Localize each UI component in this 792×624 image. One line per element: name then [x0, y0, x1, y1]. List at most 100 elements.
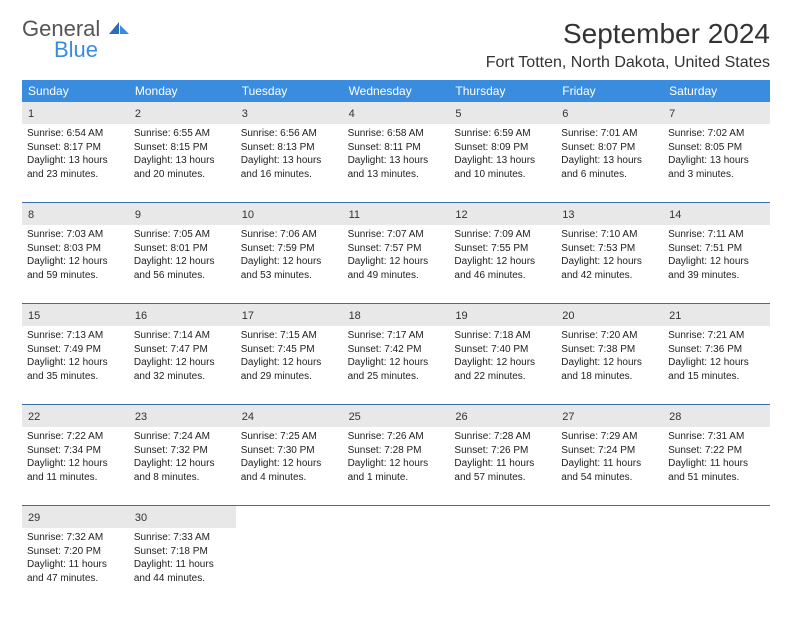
weekday-header-row: SundayMondayTuesdayWednesdayThursdayFrid…	[22, 80, 770, 102]
sunrise-text: Sunrise: 7:32 AM	[27, 531, 124, 545]
daylight-text: Daylight: 12 hours	[668, 356, 765, 370]
sunset-text: Sunset: 8:13 PM	[241, 141, 338, 155]
day-number-cell: 23	[129, 405, 236, 427]
daylight-text: Daylight: 12 hours	[27, 255, 124, 269]
sunset-text: Sunset: 8:03 PM	[27, 242, 124, 256]
daylight-text: Daylight: 12 hours	[27, 457, 124, 471]
day-number: 10	[242, 209, 254, 221]
day-number-cell: 21	[663, 304, 770, 326]
day-cell: Sunrise: 7:01 AMSunset: 8:07 PMDaylight:…	[556, 124, 663, 202]
day-number-cell: 28	[663, 405, 770, 427]
sunrise-text: Sunrise: 7:22 AM	[27, 430, 124, 444]
day-number-cell: 5	[449, 102, 556, 124]
sunrise-text: Sunrise: 7:31 AM	[668, 430, 765, 444]
day-number: 23	[135, 411, 147, 423]
daylight-text: Daylight: 12 hours	[561, 255, 658, 269]
weekday-header-cell: Saturday	[663, 80, 770, 102]
day-cell: Sunrise: 7:18 AMSunset: 7:40 PMDaylight:…	[449, 326, 556, 404]
sunrise-text: Sunrise: 7:13 AM	[27, 329, 124, 343]
daylight-text: Daylight: 12 hours	[668, 255, 765, 269]
day-number-cell: 3	[236, 102, 343, 124]
day-number: 2	[135, 108, 141, 120]
week-row: Sunrise: 7:22 AMSunset: 7:34 PMDaylight:…	[22, 427, 770, 506]
day-cell: Sunrise: 7:10 AMSunset: 7:53 PMDaylight:…	[556, 225, 663, 303]
daylight-text: Daylight: 12 hours	[348, 356, 445, 370]
day-cell: Sunrise: 7:25 AMSunset: 7:30 PMDaylight:…	[236, 427, 343, 505]
sunset-text: Sunset: 7:36 PM	[668, 343, 765, 357]
day-number: 17	[242, 310, 254, 322]
day-number-cell: 29	[22, 506, 129, 528]
daylight-text: and 8 minutes.	[134, 471, 231, 485]
day-number: 16	[135, 310, 147, 322]
sunrise-text: Sunrise: 7:05 AM	[134, 228, 231, 242]
sunset-text: Sunset: 7:30 PM	[241, 444, 338, 458]
daylight-text: and 25 minutes.	[348, 370, 445, 384]
day-number-cell: 6	[556, 102, 663, 124]
daylight-text: and 35 minutes.	[27, 370, 124, 384]
daylight-text: and 4 minutes.	[241, 471, 338, 485]
day-number-cell: 27	[556, 405, 663, 427]
day-cell	[556, 528, 663, 606]
sunset-text: Sunset: 7:22 PM	[668, 444, 765, 458]
day-cell: Sunrise: 6:56 AMSunset: 8:13 PMDaylight:…	[236, 124, 343, 202]
sunrise-text: Sunrise: 7:25 AM	[241, 430, 338, 444]
sunrise-text: Sunrise: 7:06 AM	[241, 228, 338, 242]
daylight-text: and 18 minutes.	[561, 370, 658, 384]
day-number: 5	[455, 108, 461, 120]
header: General Blue September 2024 Fort Totten,…	[22, 18, 770, 72]
day-cell: Sunrise: 6:55 AMSunset: 8:15 PMDaylight:…	[129, 124, 236, 202]
day-cell: Sunrise: 7:13 AMSunset: 7:49 PMDaylight:…	[22, 326, 129, 404]
daylight-text: Daylight: 11 hours	[561, 457, 658, 471]
sunset-text: Sunset: 8:01 PM	[134, 242, 231, 256]
sunrise-text: Sunrise: 6:55 AM	[134, 127, 231, 141]
sunrise-text: Sunrise: 7:07 AM	[348, 228, 445, 242]
day-number-cell: 15	[22, 304, 129, 326]
daylight-text: and 3 minutes.	[668, 168, 765, 182]
day-number: 11	[349, 209, 360, 221]
day-number: 6	[562, 108, 568, 120]
day-number-cell: 9	[129, 203, 236, 225]
daylight-text: and 13 minutes.	[348, 168, 445, 182]
daylight-text: and 32 minutes.	[134, 370, 231, 384]
sunset-text: Sunset: 7:57 PM	[348, 242, 445, 256]
daylight-text: and 29 minutes.	[241, 370, 338, 384]
day-cell: Sunrise: 7:14 AMSunset: 7:47 PMDaylight:…	[129, 326, 236, 404]
sunrise-text: Sunrise: 7:28 AM	[454, 430, 551, 444]
day-number: 15	[28, 310, 40, 322]
day-number-cell	[343, 506, 450, 528]
sunrise-text: Sunrise: 6:59 AM	[454, 127, 551, 141]
daylight-text: and 6 minutes.	[561, 168, 658, 182]
daylight-text: Daylight: 12 hours	[454, 356, 551, 370]
daylight-text: Daylight: 12 hours	[134, 457, 231, 471]
calendar-grid: SundayMondayTuesdayWednesdayThursdayFrid…	[22, 80, 770, 606]
daylight-text: Daylight: 13 hours	[27, 154, 124, 168]
daylight-text: Daylight: 12 hours	[454, 255, 551, 269]
day-number: 25	[349, 411, 361, 423]
day-number-row: 15161718192021	[22, 304, 770, 326]
weekday-header-cell: Tuesday	[236, 80, 343, 102]
daylight-text: and 20 minutes.	[134, 168, 231, 182]
logo-text-blue: Blue	[54, 39, 131, 61]
daylight-text: and 56 minutes.	[134, 269, 231, 283]
daylight-text: Daylight: 12 hours	[241, 457, 338, 471]
day-number: 12	[455, 209, 467, 221]
day-cell: Sunrise: 7:22 AMSunset: 7:34 PMDaylight:…	[22, 427, 129, 505]
day-number-row: 2930	[22, 506, 770, 528]
day-cell	[449, 528, 556, 606]
sunset-text: Sunset: 7:26 PM	[454, 444, 551, 458]
sunrise-text: Sunrise: 7:20 AM	[561, 329, 658, 343]
day-cell: Sunrise: 7:02 AMSunset: 8:05 PMDaylight:…	[663, 124, 770, 202]
daylight-text: Daylight: 11 hours	[27, 558, 124, 572]
day-number-cell: 13	[556, 203, 663, 225]
sunrise-text: Sunrise: 7:33 AM	[134, 531, 231, 545]
calendar-page: General Blue September 2024 Fort Totten,…	[0, 0, 792, 624]
day-cell: Sunrise: 7:15 AMSunset: 7:45 PMDaylight:…	[236, 326, 343, 404]
daylight-text: and 49 minutes.	[348, 269, 445, 283]
day-number: 13	[562, 209, 574, 221]
day-cell: Sunrise: 7:11 AMSunset: 7:51 PMDaylight:…	[663, 225, 770, 303]
day-number-cell: 1	[22, 102, 129, 124]
sunrise-text: Sunrise: 7:03 AM	[27, 228, 124, 242]
day-number-cell: 24	[236, 405, 343, 427]
sunrise-text: Sunrise: 7:01 AM	[561, 127, 658, 141]
day-cell: Sunrise: 7:26 AMSunset: 7:28 PMDaylight:…	[343, 427, 450, 505]
